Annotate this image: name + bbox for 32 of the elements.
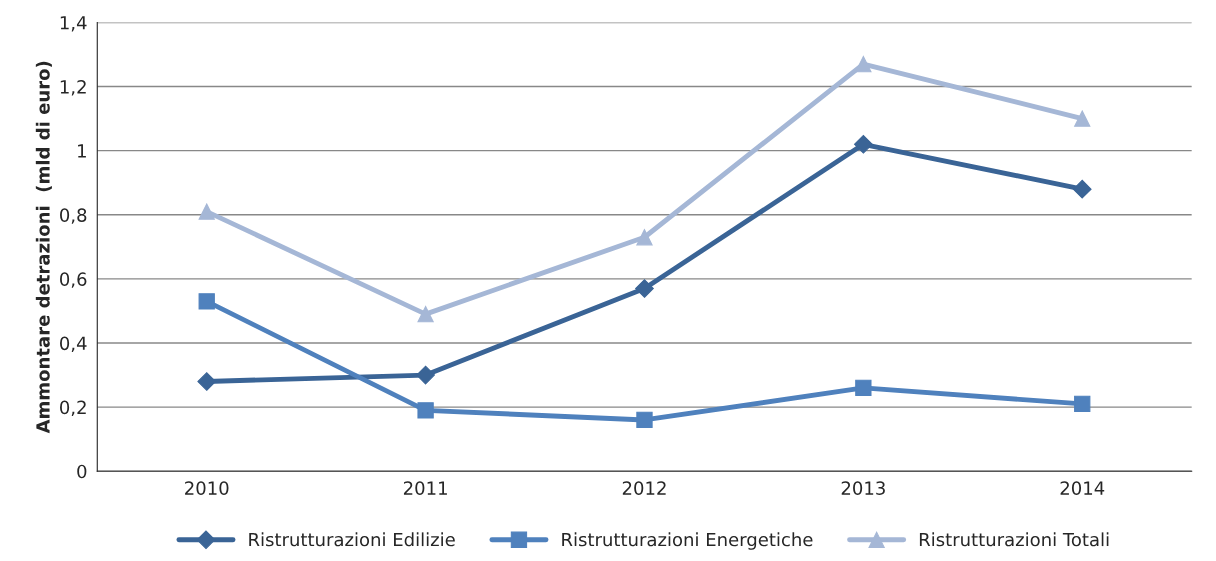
- point: [636, 229, 653, 246]
- legend-label: Ristrutturazioni Energetiche: [562, 532, 813, 550]
- y-tick-label: 1: [78, 144, 86, 158]
- point: [1074, 395, 1091, 413]
- y-axis-title: Ammontare detrazioni (mld di euro): [35, 61, 52, 434]
- x-tick-label: 2010: [185, 481, 229, 495]
- point: [855, 379, 872, 397]
- y-tick-label: 0,8: [60, 208, 87, 224]
- point: [635, 279, 654, 298]
- point: [636, 411, 653, 429]
- point: [416, 365, 435, 385]
- x-tick-label: 2012: [622, 481, 666, 495]
- point: [1074, 110, 1091, 127]
- point: [854, 134, 873, 154]
- y-tick-label: 0: [77, 464, 87, 479]
- y-tick-label: 1,2: [60, 80, 86, 96]
- legend-label: Ristrutturazioni Edilizie: [249, 532, 455, 547]
- y-tick-label: 1,4: [60, 16, 87, 32]
- point: [417, 402, 434, 419]
- point: [1072, 179, 1092, 199]
- point: [198, 293, 215, 310]
- x-tick-label: 2014: [1060, 481, 1105, 495]
- point: [197, 372, 217, 391]
- point: [855, 55, 872, 73]
- x-tick-label: 2011: [403, 481, 447, 495]
- legend-label: Ristrutturazioni Totali: [919, 532, 1109, 547]
- y-tick-label: 0,4: [60, 336, 87, 352]
- point: [417, 306, 434, 323]
- x-tick-label: 2013: [841, 481, 885, 495]
- point: [198, 203, 215, 220]
- y-tick-label: 0,2: [60, 400, 86, 417]
- y-tick-label: 0,6: [60, 272, 87, 288]
